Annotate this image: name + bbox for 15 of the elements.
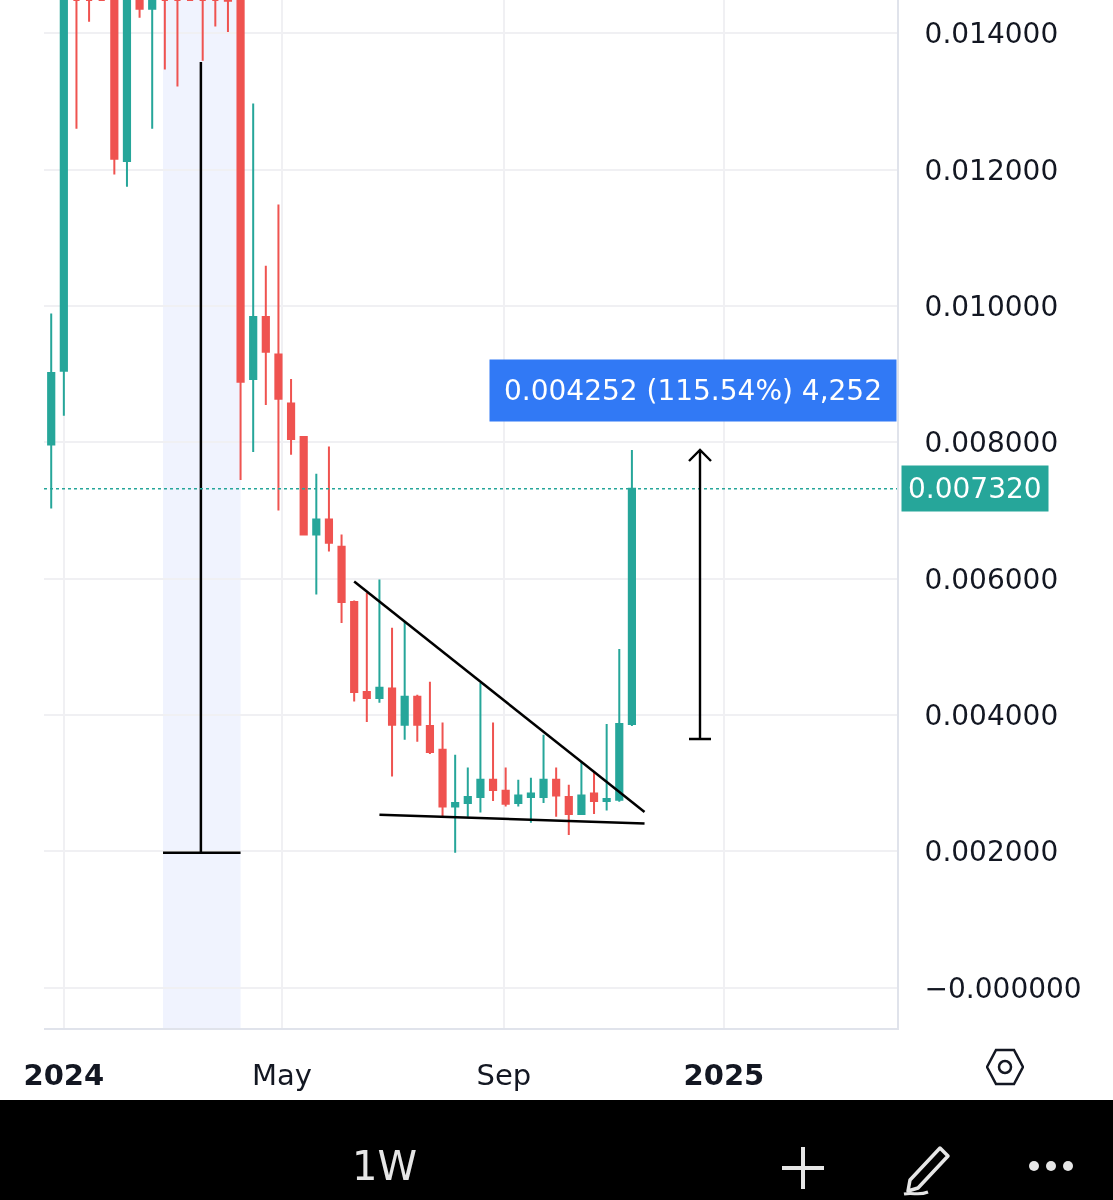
y-tick-label: 0.014000 [924, 17, 1059, 51]
ref-line-label: 0.007320 [908, 472, 1042, 505]
y-tick-label: 0.010000 [924, 289, 1059, 323]
annotation: 0.004252 (115.54%) 4,252 [504, 374, 882, 407]
y-tick-label: −0.000000 [924, 971, 1082, 1005]
y-tick-label: 0.004000 [924, 698, 1059, 732]
x-tick-label: 2025 [683, 1057, 765, 1092]
y-tick-label: 0.006000 [924, 562, 1059, 596]
x-tick-label: 2024 [23, 1057, 105, 1092]
x-tick-label: Sep [476, 1057, 532, 1092]
y-tick-label: 0.002000 [924, 835, 1059, 869]
y-tick-label: 0.012000 [924, 153, 1059, 187]
y-tick-label: 0.008000 [924, 426, 1059, 460]
x-tick-label: May [252, 1057, 313, 1092]
text: 1W [352, 1143, 417, 1189]
